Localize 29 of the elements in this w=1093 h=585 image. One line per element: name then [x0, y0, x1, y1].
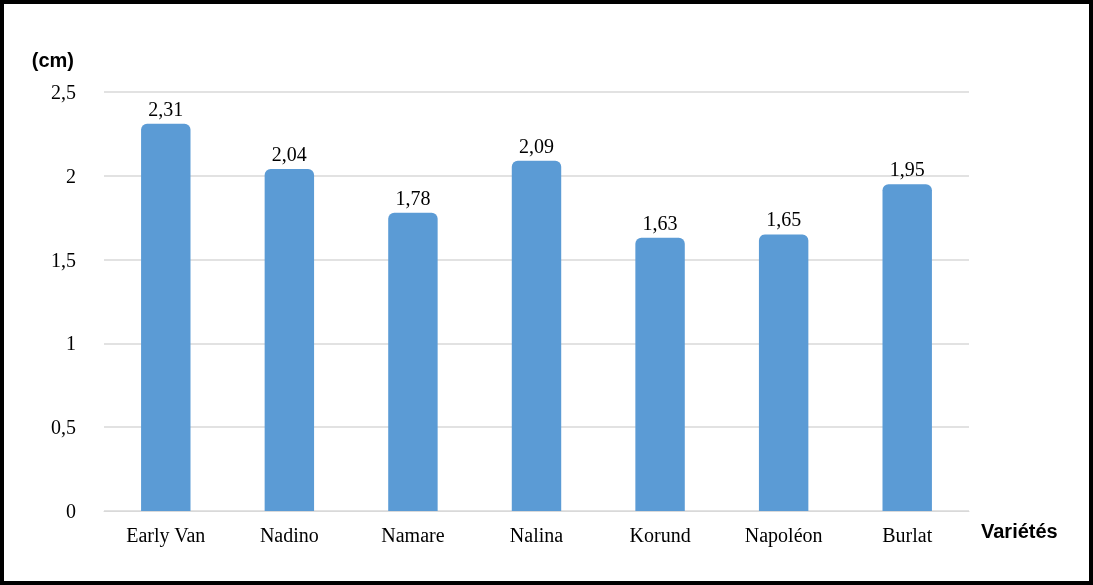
x-tick-label: Napoléon: [744, 524, 823, 547]
bar: [511, 160, 562, 511]
data-label: 1,63: [642, 211, 678, 234]
y-tick-label: 2: [66, 164, 76, 187]
data-label: 1,95: [889, 158, 925, 181]
y-tick-label: 0,5: [51, 416, 76, 439]
y-tick-label: 1,5: [51, 248, 76, 271]
data-label: 2,04: [271, 143, 307, 166]
data-label: 1,65: [766, 208, 802, 231]
data-label: 1,78: [395, 186, 431, 209]
y-tick-label: 1: [66, 332, 76, 355]
bar: [758, 234, 809, 511]
x-tick-label: Nalina: [509, 524, 564, 546]
x-tick-label: Korund: [629, 524, 691, 546]
x-axis-title: Variétés: [981, 520, 1058, 542]
data-label: 2,31: [148, 97, 184, 120]
y-axis-title: (cm): [31, 49, 74, 71]
x-tick-label: Burlat: [882, 524, 933, 546]
bar: [882, 184, 932, 511]
x-tick-label: Early Van: [126, 524, 206, 547]
bar: [264, 169, 315, 511]
y-tick-label: 0: [66, 500, 76, 522]
bar: [635, 237, 685, 511]
bar: [141, 123, 191, 511]
data-label: 2,09: [519, 134, 554, 157]
x-tick-label: Namare: [381, 524, 445, 546]
x-tick-label: Nadino: [259, 524, 319, 546]
bar: [388, 212, 438, 511]
y-tick-label: 2,5: [51, 81, 76, 103]
